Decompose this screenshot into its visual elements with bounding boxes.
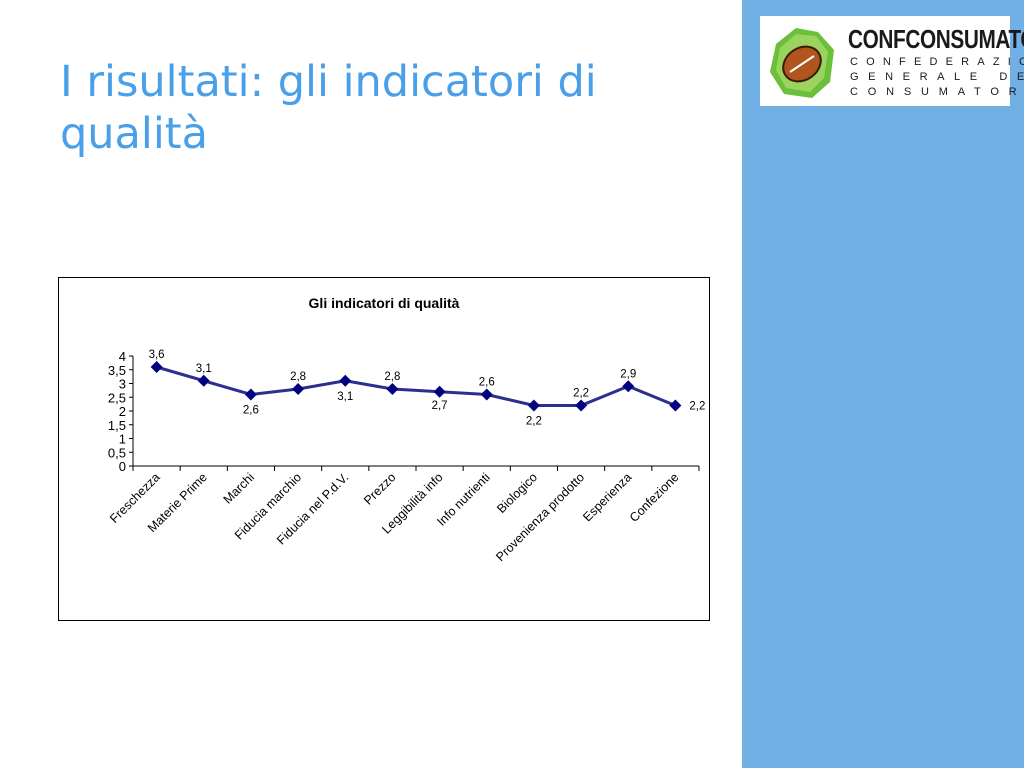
data-label: 2,8 xyxy=(290,371,306,383)
data-label: 2,2 xyxy=(689,401,705,413)
x-tick-label: Marchi xyxy=(221,470,257,506)
logo-line-2: GENERALE DEI xyxy=(850,71,1024,83)
x-tick-label: Provenienza prodotto xyxy=(493,470,587,564)
data-point xyxy=(527,399,540,412)
slide-title: I risultati: gli indicatori di qualità xyxy=(60,57,597,159)
data-point xyxy=(244,388,257,401)
x-tick-label: Biologico xyxy=(494,470,540,516)
data-label: 2,2 xyxy=(573,388,589,400)
y-tick-label: 4 xyxy=(119,349,126,364)
data-point xyxy=(197,374,210,387)
y-tick-label: 2 xyxy=(119,404,126,419)
y-tick-label: 1,5 xyxy=(108,418,126,433)
series-line xyxy=(156,365,676,407)
line-chart: Gli indicatori di qualità 00,511,522,533… xyxy=(107,295,705,564)
data-point xyxy=(480,388,493,401)
x-tick-label: Esperienza xyxy=(580,470,634,524)
side-panel xyxy=(742,0,1024,768)
logo-line-1: CONFEDERAZIONE xyxy=(850,56,1024,68)
data-point xyxy=(669,399,682,412)
logo-name: CONFCONSUMATORI xyxy=(848,24,1024,54)
data-point xyxy=(386,383,399,395)
data-label: 2,6 xyxy=(479,377,495,389)
confconsumatori-logo: CONFCONSUMATORI CONFEDERAZIONE GENERALE … xyxy=(760,16,1024,106)
data-label: 3,1 xyxy=(337,391,353,403)
data-label: 2,6 xyxy=(243,405,259,417)
y-tick-label: 3 xyxy=(119,377,126,392)
y-tick-label: 1 xyxy=(119,432,126,447)
x-tick-label: Prezzo xyxy=(361,470,398,507)
logo-line-3: CONSUMATORI xyxy=(850,86,1024,98)
y-tick-label: 3,5 xyxy=(108,363,126,378)
data-label: 2,9 xyxy=(620,368,636,380)
data-point xyxy=(339,374,352,387)
x-tick-label: Confezione xyxy=(627,470,682,525)
data-point xyxy=(150,361,163,373)
data-point xyxy=(575,399,588,412)
y-tick-label: 0,5 xyxy=(108,445,126,460)
data-label: 3,1 xyxy=(196,363,212,375)
data-point xyxy=(433,385,446,398)
data-label: 2,2 xyxy=(526,416,542,428)
data-point xyxy=(292,383,305,395)
y-tick-label: 2,5 xyxy=(108,390,126,405)
data-label: 2,7 xyxy=(432,400,448,412)
y-tick-label: 0 xyxy=(119,459,126,474)
rugby-ball-icon xyxy=(770,28,834,98)
chart-frame: Gli indicatori di qualità 0 0,5 1 1,5 2 2,5 3 3… xyxy=(58,277,710,621)
data-label: 2,8 xyxy=(384,371,400,383)
data-label: 3,6 xyxy=(149,349,165,361)
chart-title: Gli indicatori di qualità xyxy=(309,295,460,311)
data-point xyxy=(622,380,635,393)
